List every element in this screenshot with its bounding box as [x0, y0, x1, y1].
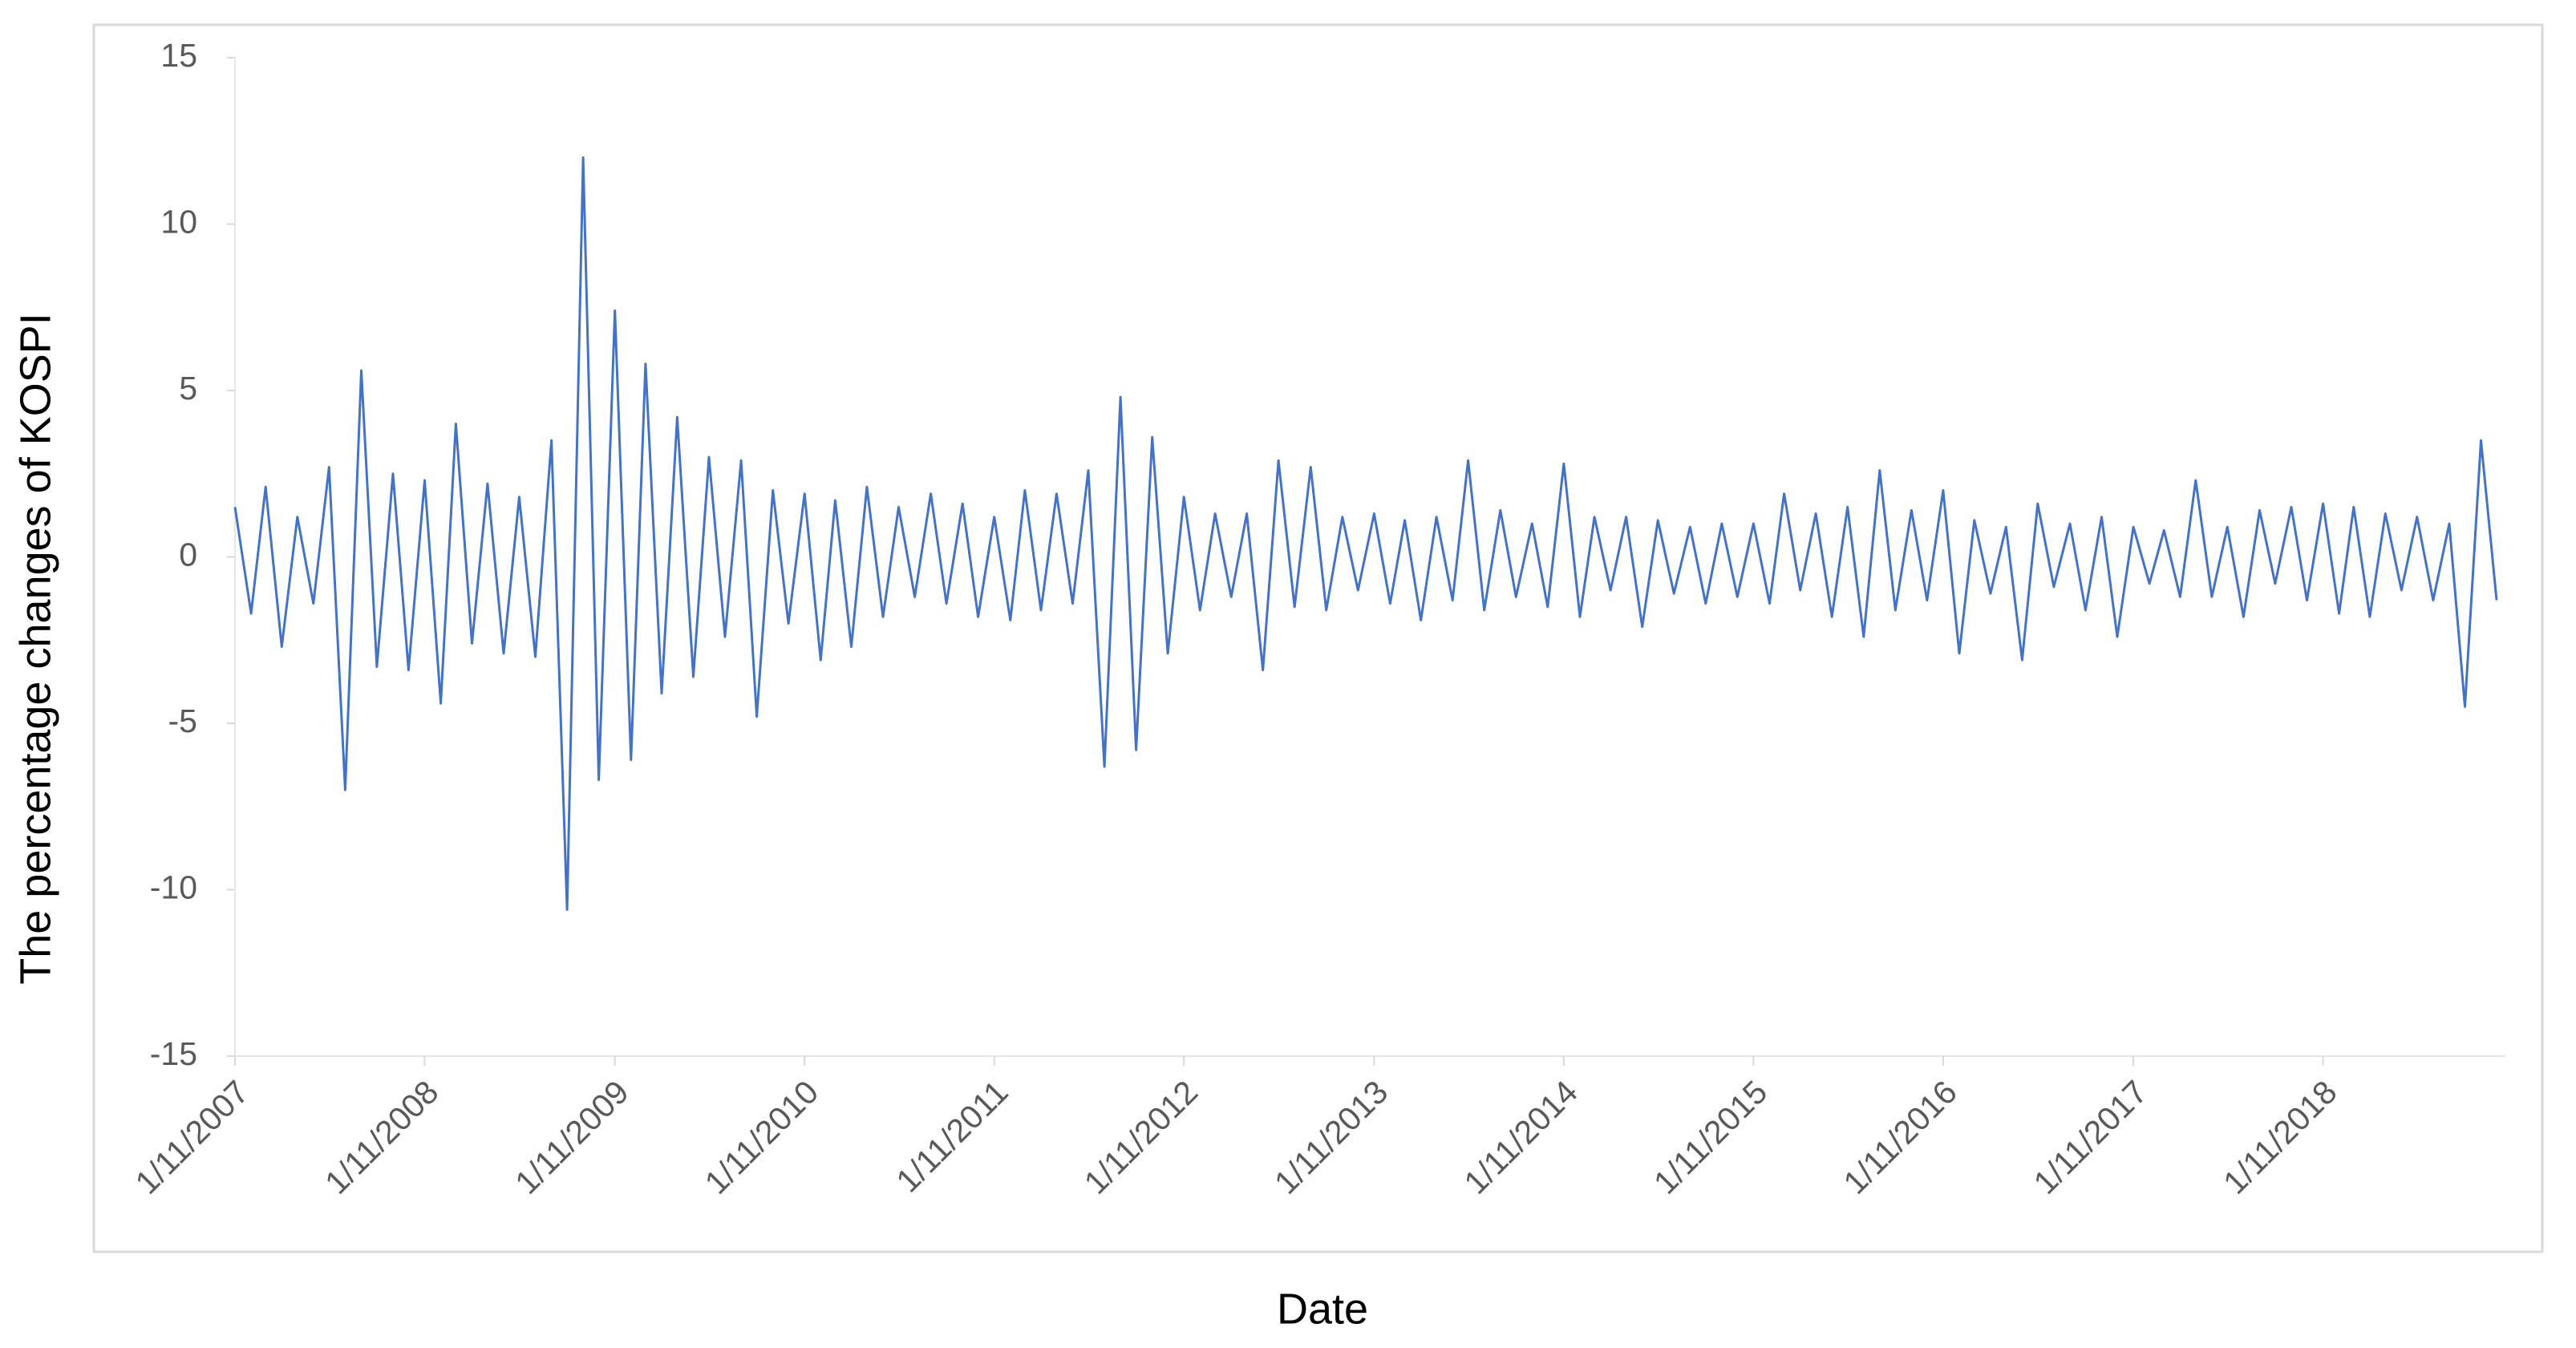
y-tick-label: 0	[179, 536, 197, 573]
y-axis-title: The percentage changes of KOSPI	[11, 313, 59, 985]
x-axis-title: Date	[1277, 1285, 1368, 1333]
data-line	[233, 156, 2498, 911]
y-tick-label: 15	[160, 37, 197, 74]
y-tick-label: -5	[168, 702, 197, 739]
chart-frame	[92, 23, 2544, 1253]
y-tick-label: -10	[150, 868, 197, 905]
y-tick-label: 10	[160, 203, 197, 240]
y-tick-label: -15	[150, 1035, 197, 1072]
y-tick-label: 5	[179, 370, 197, 407]
